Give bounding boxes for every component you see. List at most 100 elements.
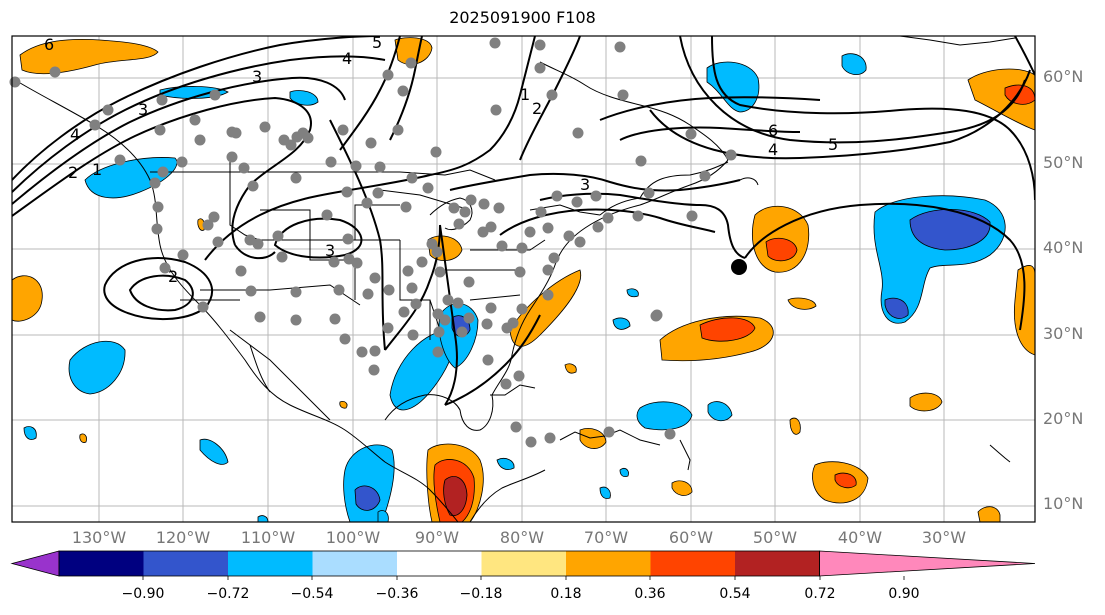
station-dot	[176, 156, 188, 168]
station-dot	[202, 219, 214, 231]
station-dot	[572, 127, 584, 139]
anomaly-positive-area	[699, 317, 756, 342]
colorbar-tick-label: −0.72	[206, 586, 250, 602]
anomaly-negative-area	[619, 468, 629, 478]
station-dot	[485, 302, 497, 314]
station-dot	[534, 62, 546, 74]
station-dot	[382, 69, 394, 81]
contour-label: 6	[44, 35, 54, 54]
anomaly-positive-area	[339, 401, 348, 409]
station-dot	[434, 266, 446, 278]
colorbar-extend-high	[819, 550, 1036, 577]
station-dot	[159, 262, 171, 274]
station-dot	[477, 226, 489, 238]
station-dot	[442, 294, 454, 306]
station-dot	[368, 364, 380, 376]
station-dot	[212, 236, 224, 248]
station-dot	[592, 221, 604, 233]
station-dot	[374, 161, 386, 173]
station-dot	[548, 252, 560, 264]
station-dot	[542, 264, 554, 276]
station-dot	[406, 172, 418, 184]
station-dot	[154, 124, 166, 136]
station-dot	[290, 314, 302, 326]
station-dot	[534, 39, 546, 51]
station-dot	[208, 211, 220, 223]
station-dot	[290, 172, 302, 184]
station-dot	[189, 114, 201, 126]
lat-label: 30°N	[1043, 324, 1084, 343]
anomaly-positive-area	[394, 37, 433, 65]
station-dot	[244, 234, 256, 246]
station-dot	[407, 329, 419, 341]
anomaly-negative-area	[377, 510, 389, 522]
anomaly-negative-area	[257, 515, 269, 522]
station-dot	[328, 256, 340, 268]
colorbar-segment	[566, 551, 651, 576]
lon-label: 130°W	[71, 528, 127, 547]
station-dot	[685, 128, 697, 140]
station-dot	[151, 223, 163, 235]
station-dot	[416, 256, 428, 268]
station-dot	[226, 151, 238, 163]
anomaly-positive-area	[977, 506, 1001, 522]
station-dot	[238, 162, 250, 174]
contour-label: 1	[92, 160, 102, 179]
station-dot	[493, 202, 505, 214]
station-dot	[478, 198, 490, 210]
station-dot	[463, 276, 475, 288]
colorbar-segment	[650, 551, 735, 576]
anomaly-positive-area	[79, 433, 87, 443]
contour-label-group: 6 5 4 3 2 1 6 4 5 3 3 2 2 1 4 3	[44, 33, 838, 286]
anomaly-positive-area	[12, 275, 43, 322]
contour-label: 2	[68, 163, 78, 182]
lat-label: 60°N	[1043, 67, 1084, 86]
station-dot	[272, 230, 284, 242]
station-dot	[400, 201, 412, 213]
contour-label: 3	[325, 241, 335, 260]
station-dot	[614, 41, 626, 53]
anomaly-negative-area	[636, 401, 693, 431]
station-dot	[465, 194, 477, 206]
station-dot	[546, 89, 558, 101]
colorbar	[10, 550, 1036, 580]
colorbar-tick-label: 0.18	[550, 586, 582, 602]
storm-center-marker	[731, 259, 747, 275]
map-title: 2025091900 F108	[449, 8, 596, 27]
lon-label: 70°W	[583, 528, 629, 547]
station-dot	[459, 206, 471, 218]
station-dot	[402, 265, 414, 277]
station-dot	[516, 303, 528, 315]
station-dot	[510, 421, 522, 433]
anomaly-negative-area	[707, 401, 733, 422]
colorbar-segment	[397, 551, 482, 576]
station-dot	[339, 333, 351, 345]
station-dot	[230, 127, 242, 139]
station-dot	[290, 286, 302, 298]
station-dot	[490, 104, 502, 116]
station-dot	[325, 156, 337, 168]
contour-label: 6	[768, 121, 778, 140]
lat-label: 20°N	[1043, 409, 1084, 428]
station-dot	[382, 322, 394, 334]
station-dot	[157, 166, 169, 178]
anomaly-negative-area	[68, 341, 126, 395]
colorbar-tick-label: −0.90	[121, 586, 165, 602]
station-dot	[397, 85, 409, 97]
anomaly-positive-area	[834, 472, 857, 489]
station-dot	[602, 212, 614, 224]
station-dot	[513, 370, 525, 382]
lon-label: 50°W	[752, 528, 798, 547]
station-dot	[501, 322, 513, 334]
anomaly-negative-area	[23, 426, 37, 440]
map-frame	[11, 35, 1036, 523]
colorbar-tick-label: −0.36	[375, 586, 419, 602]
colorbar-segment	[312, 551, 397, 576]
station-dot	[156, 94, 168, 106]
station-dot	[177, 249, 189, 261]
station-dot	[276, 251, 288, 263]
station-dot	[632, 210, 644, 222]
station-dot	[430, 146, 442, 158]
anomaly-positive-area	[909, 392, 943, 412]
